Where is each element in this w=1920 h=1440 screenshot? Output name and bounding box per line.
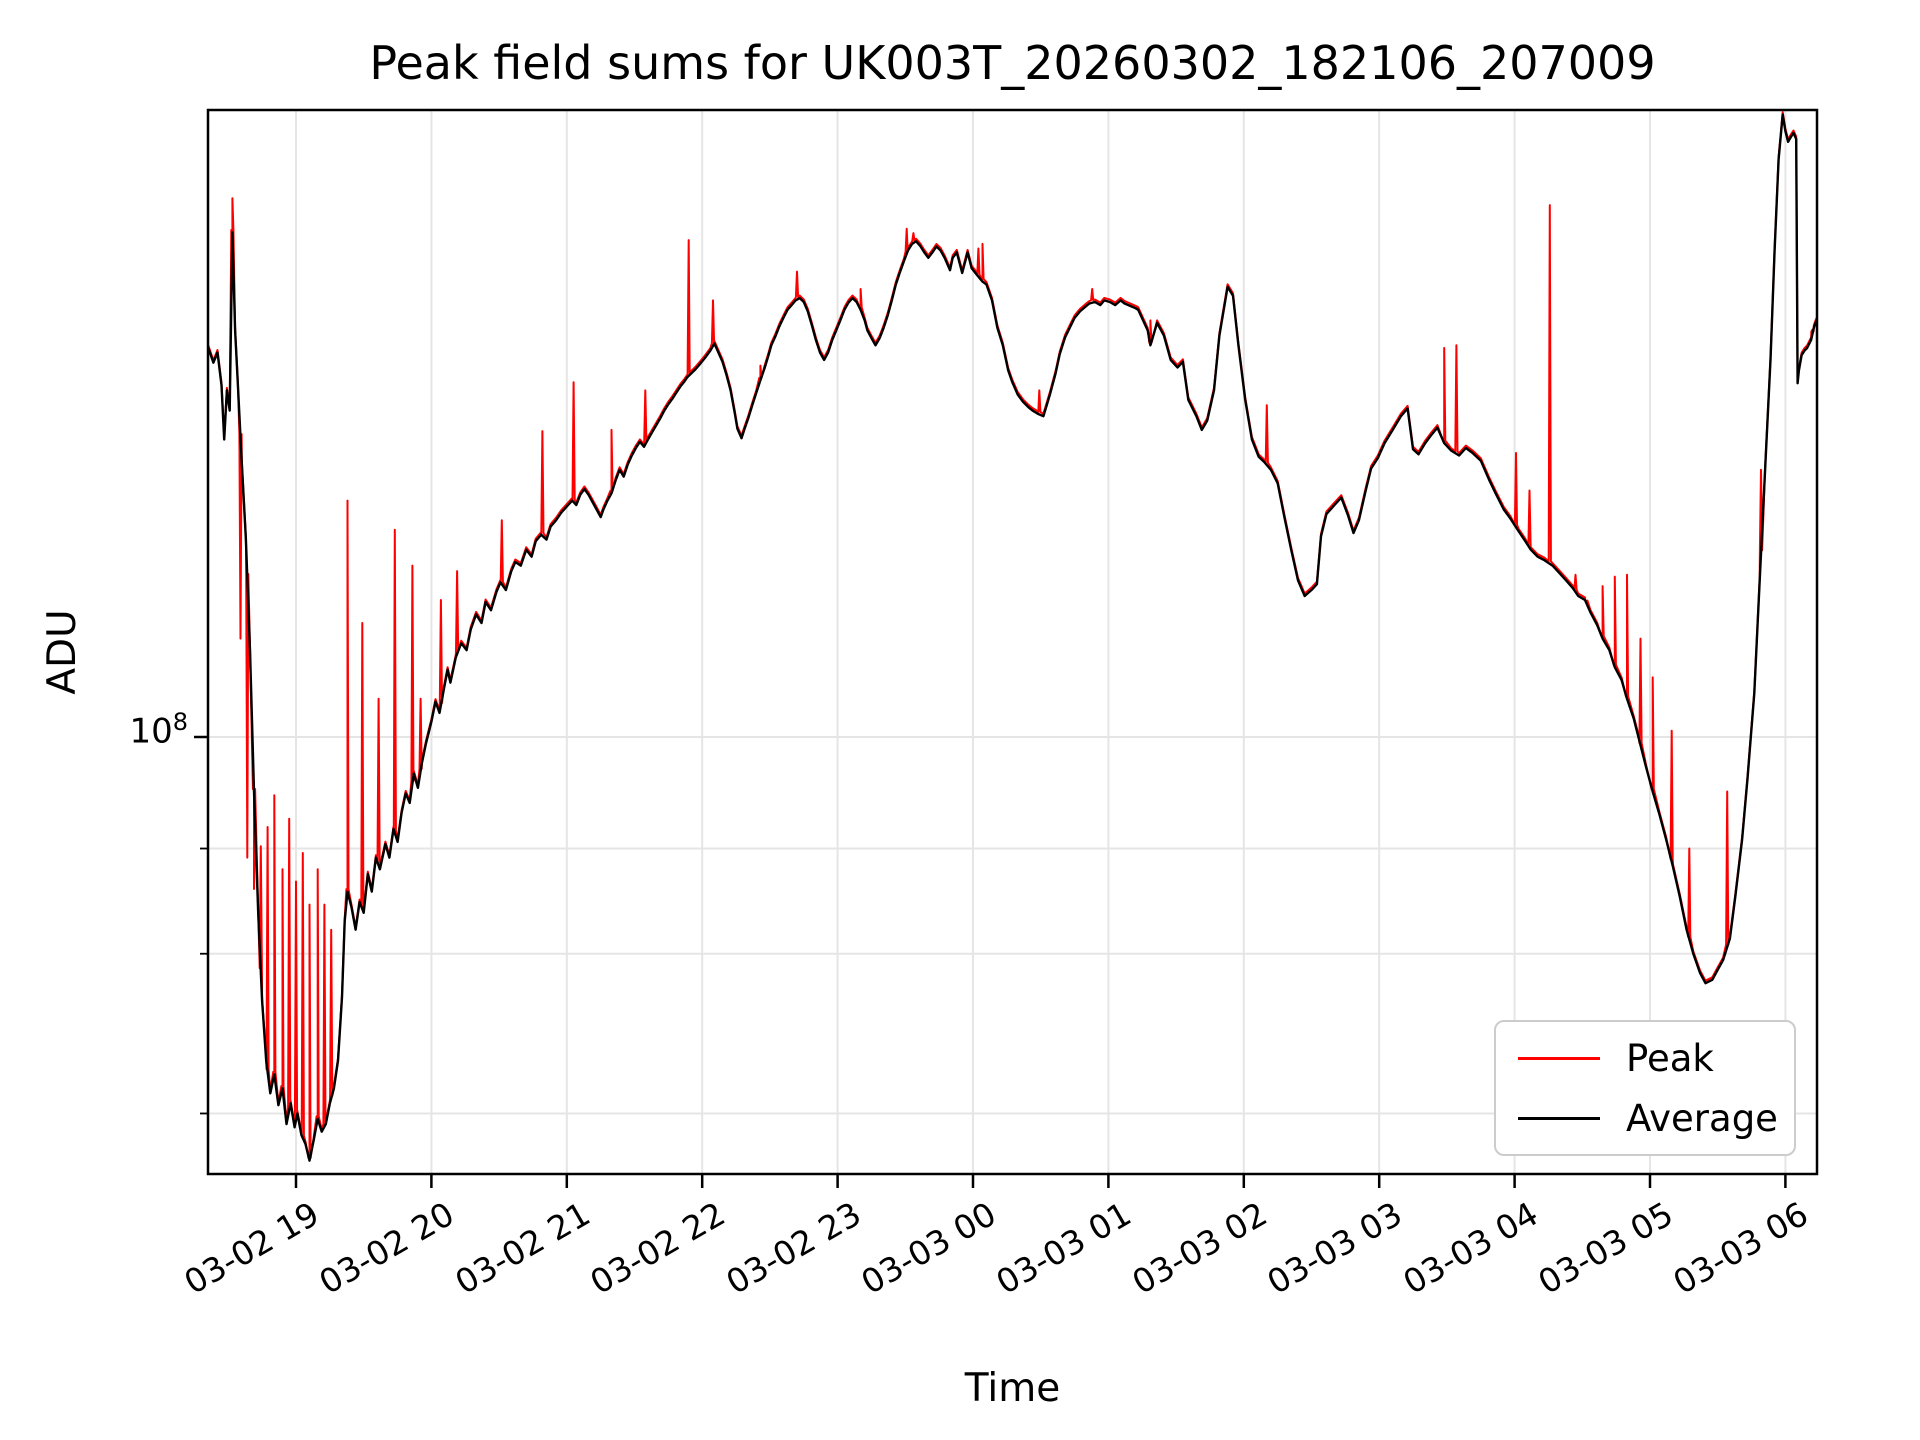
grid-layer [208, 110, 1817, 1174]
chart-title: Peak field sums for UK003T_20260302_1821… [369, 36, 1656, 90]
y-tick-exponent: 8 [172, 708, 188, 736]
average-series-line [208, 113, 1817, 1162]
legend-label-average: Average [1626, 1096, 1778, 1140]
y-tick-label-1e8: 108 [88, 710, 188, 748]
legend-entry-average: Average [1518, 1097, 1794, 1140]
legend-entry-peak: Peak [1518, 1037, 1794, 1080]
series-layer [208, 111, 1817, 1162]
legend[interactable]: Peak Average [1494, 1020, 1796, 1156]
legend-label-peak: Peak [1626, 1036, 1714, 1080]
y-axis-label: ADU [40, 609, 85, 695]
y-tick-base: 10 [129, 711, 173, 752]
x-axis-label: Time [964, 1366, 1061, 1411]
average-line-sample [1518, 1116, 1600, 1120]
axes-spines [206, 108, 1819, 1176]
peak-line-sample [1518, 1056, 1600, 1060]
axes-layer [194, 108, 1819, 1188]
